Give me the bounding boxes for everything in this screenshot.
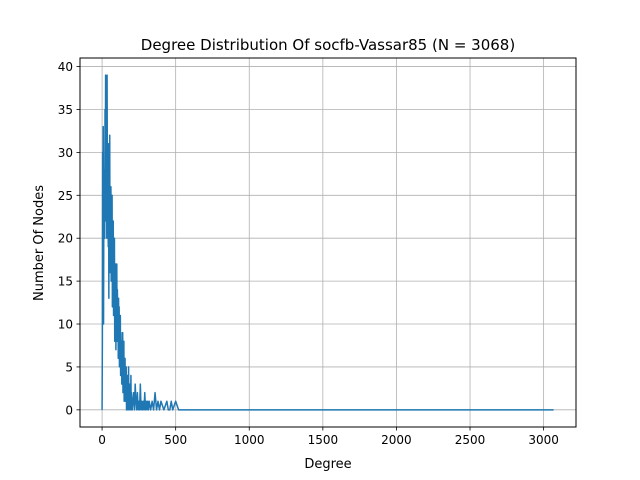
- plot-frame: [79, 57, 577, 428]
- series-layer: [101, 74, 554, 411]
- y-tick-label: 30: [58, 146, 73, 160]
- degree-distribution-line: [101, 74, 554, 411]
- y-tick-label: 0: [65, 403, 73, 417]
- x-tick-label: 1000: [234, 433, 265, 447]
- y-tick-label: 35: [58, 103, 73, 117]
- x-tick-label: 0: [98, 433, 106, 447]
- y-tick-label: 40: [58, 60, 73, 74]
- y-tick-label: 5: [65, 360, 73, 374]
- y-tick-label: 20: [58, 232, 73, 246]
- grid: [80, 58, 576, 427]
- chart-title: Degree Distribution Of socfb-Vassar85 (N…: [141, 36, 515, 54]
- x-tick-label: 500: [164, 433, 187, 447]
- x-axis-label: Degree: [304, 457, 351, 472]
- y-axis-ticks: 0 5 10 15 20 25 30 35 40: [58, 60, 80, 417]
- x-tick-label: 2000: [381, 433, 412, 447]
- y-tick-label: 10: [58, 318, 73, 332]
- y-axis-label: Number Of Nodes: [32, 185, 47, 301]
- y-tick-label: 25: [58, 189, 73, 203]
- y-tick-label: 15: [58, 275, 73, 289]
- x-tick-label: 3000: [528, 433, 559, 447]
- x-axis-ticks: 0 500 1000 1500 2000 2500 3000: [98, 427, 559, 447]
- x-tick-label: 1500: [308, 433, 339, 447]
- x-tick-label: 2500: [455, 433, 486, 447]
